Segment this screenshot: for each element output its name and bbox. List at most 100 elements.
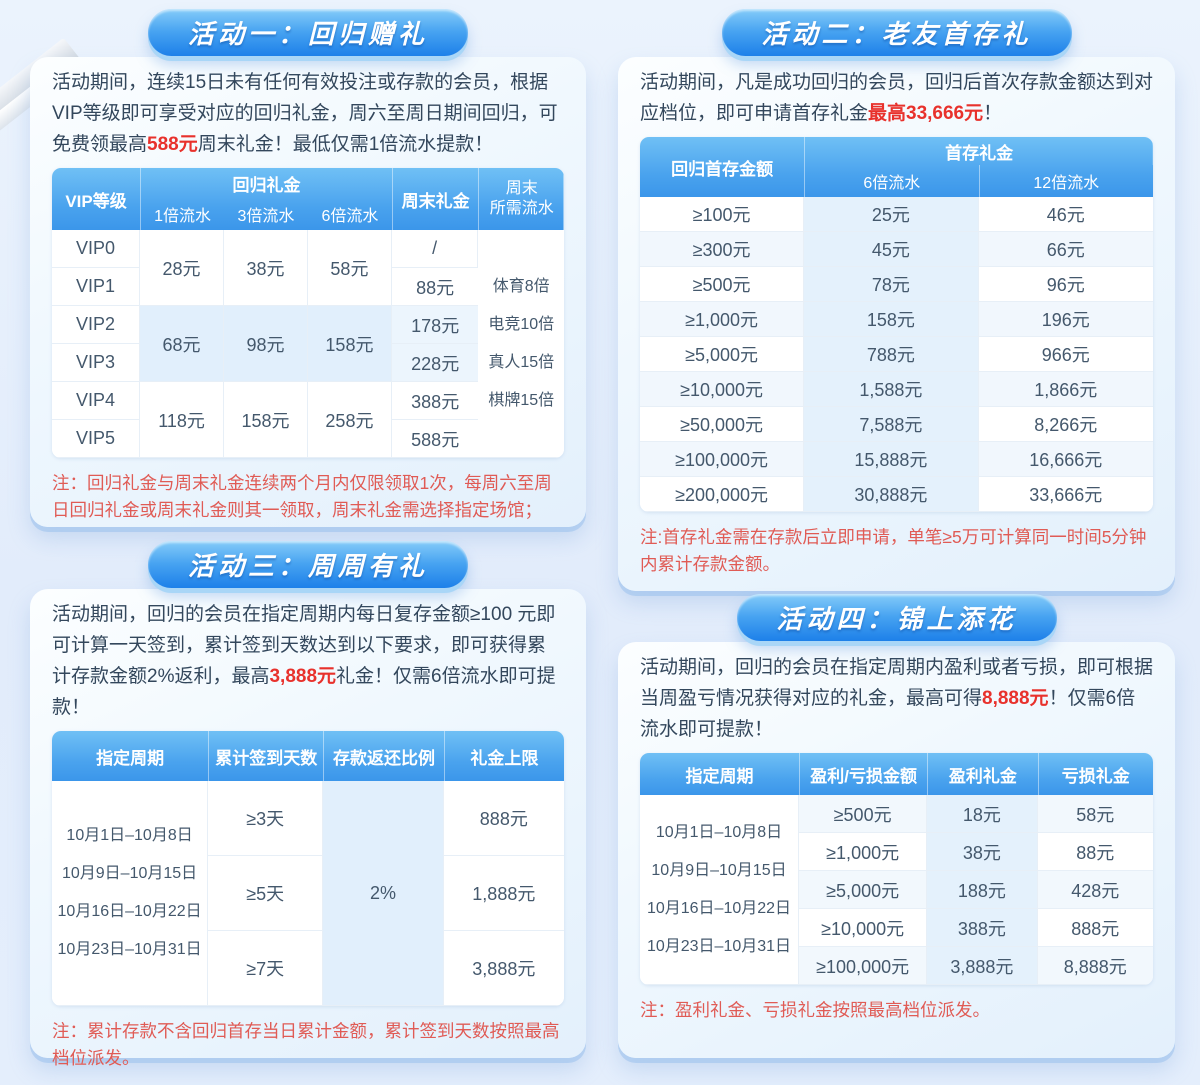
bonus-6x-cell: 158元 xyxy=(804,302,979,337)
bonus-6x-cell: 788元 xyxy=(804,337,979,372)
bonus-cell: 258元 xyxy=(307,382,392,458)
vip-level-cell: VIP1 xyxy=(52,268,141,306)
activity-1-card: 活动一：回归赠礼 活动期间，连续15日未有任何有效投注或存款的会员，根据VIP等… xyxy=(30,9,586,527)
amount-cell: ≥500元 xyxy=(640,267,805,302)
desc-highlight: 3,888元 xyxy=(269,666,337,687)
activity-1-description: 活动期间，连续15日未有任何有效投注或存款的会员，根据VIP等级即可享受对应的回… xyxy=(52,67,564,160)
col-header-3x-turnover: 3倍流水 xyxy=(237,208,295,225)
amount-cell: ≥10,000元 xyxy=(640,372,805,407)
table-row: ≥500元 78元 96元 xyxy=(640,267,1153,302)
col-header-deposit-amount: 回归首存金额 xyxy=(671,159,774,179)
desc-highlight: 588元 xyxy=(147,134,198,155)
table-row: ≥100元 25元 46元 xyxy=(640,197,1153,232)
activity-1-title: 活动一：回归赠礼 xyxy=(187,19,429,49)
win-bonus-cell: 188元 xyxy=(927,871,1038,909)
venue-line: 体育8倍 xyxy=(492,277,550,295)
vip-level-cell: VIP3 xyxy=(52,344,141,382)
table-row: ≥200,000元 30,888元 33,666元 xyxy=(640,477,1153,512)
bonus-6x-cell: 1,588元 xyxy=(804,372,979,407)
table-row: ≥100,000元 3,888元 8,888元 xyxy=(640,947,1153,985)
col-header-return-ratio: 存款返还比例 xyxy=(323,731,443,781)
bonus-cell: 158元 xyxy=(224,382,308,458)
amount-cell: ≥100,000元 xyxy=(799,947,928,985)
activity-1-title-banner: 活动一：回归赠礼 xyxy=(147,9,469,56)
vip-level-cell: VIP2 xyxy=(52,306,141,344)
desc-text: 活动期间，回归的会员在指定周期内每日复存金额≥100 元即可计算一天签到，累计签… xyxy=(52,604,556,687)
desc-highlight: 最高33,666元 xyxy=(868,103,984,124)
col-header-1x-turnover: 1倍流水 xyxy=(140,198,224,230)
activity-4-card: 活动四：锦上添花 活动期间，回归的会员在指定周期内盈利或者亏损，即可根据当周盈亏… xyxy=(618,594,1175,1058)
table-row: ≥5天 1,888元 xyxy=(52,856,564,931)
table-row: VIP4 118元 158元 258元 388元 xyxy=(52,382,564,458)
bonus-cell: 68元 xyxy=(140,306,225,382)
table-row: VIP5 588元 xyxy=(52,420,564,458)
win-bonus-cell: 388元 xyxy=(927,909,1038,947)
col-header-weekend-turnover: 周末 所需流水 xyxy=(478,168,564,230)
activity-2-card: 活动二：老友首存礼 活动期间，凡是成功回归的会员，回归后首次存款金额达到对应档位… xyxy=(618,9,1175,591)
col-header-bonus-cap: 礼金上限 xyxy=(443,731,564,781)
activity-2-title: 活动二：老友首存礼 xyxy=(761,19,1032,49)
bonus-12x-cell: 196元 xyxy=(978,302,1153,337)
bonus-12x-cell: 1,866元 xyxy=(978,372,1153,407)
table-row: ≥1,000元 158元 196元 xyxy=(640,302,1153,337)
bonus-12x-cell: 16,666元 xyxy=(978,442,1153,477)
desc-text: 活动期间，回归的会员在指定周期内盈利或者亏损，即可根据当周盈亏情况获得对应的礼金… xyxy=(640,657,1154,709)
bonus-cell: 38元 xyxy=(224,230,308,306)
col-header-vip-level: VIP等级 xyxy=(65,191,127,211)
col-header-win-bonus: 盈利礼金 xyxy=(927,753,1037,795)
amount-cell: ≥1,000元 xyxy=(799,833,928,871)
period-line: 10月9日–10月15日 xyxy=(651,861,787,879)
period-line: 10月1日–10月8日 xyxy=(655,823,783,841)
weekend-bonus-cell: 228元 xyxy=(391,344,479,382)
bonus-12x-cell: 66元 xyxy=(978,232,1153,267)
bonus-cap-cell: 888元 xyxy=(443,781,564,856)
amount-cell: ≥100元 xyxy=(640,197,805,232)
table-row: ≥300元 45元 66元 xyxy=(640,232,1153,267)
period-line: 10月23日–10月31日 xyxy=(646,937,792,955)
bonus-12x-cell: 8,266元 xyxy=(978,407,1153,442)
table-row: ≥7天 3,888元 xyxy=(52,931,564,1006)
desc-text: 活动期间，凡是成功回归的会员，回归后首次存款金额达到对应档位，即可申请首存礼金 xyxy=(640,72,1154,124)
return-ratio-cell: 2% xyxy=(323,781,444,1006)
activity-3-title: 活动三：周周有礼 xyxy=(187,551,429,581)
activity-3-note: 注：累计存款不含回归首存当日累计金额，累计签到天数按照最高档位派发。 xyxy=(52,1021,560,1068)
weekend-bonus-cell: 88元 xyxy=(391,268,479,306)
activity-4-title-banner: 活动四：锦上添花 xyxy=(736,594,1057,641)
vip-level-cell: VIP4 xyxy=(52,382,141,420)
weekend-bonus-cell: 178元 xyxy=(391,306,479,344)
table-row: ≥1,000元 38元 88元 xyxy=(640,833,1153,871)
table-row: ≥10,000元 1,588元 1,866元 xyxy=(640,372,1153,407)
venue-line: 电竞10倍 xyxy=(488,315,555,333)
table-row: ≥5,000元 188元 428元 xyxy=(640,871,1153,909)
desc-text: 周末礼金！最低仅需1倍流水提款！ xyxy=(197,134,494,155)
period-cell: 10月1日–10月8日 10月9日–10月15日 10月16日–10月22日 1… xyxy=(52,781,209,1006)
win-bonus-cell: 3,888元 xyxy=(927,947,1038,985)
period-line: 10月16日–10月22日 xyxy=(646,899,792,917)
amount-cell: ≥10,000元 xyxy=(799,909,928,947)
table-row: 10月1日–10月8日 10月9日–10月15日 10月16日–10月22日 1… xyxy=(640,795,1153,985)
activity-4-title: 活动四：锦上添花 xyxy=(776,604,1017,634)
bonus-6x-cell: 15,888元 xyxy=(804,442,979,477)
amount-cell: ≥1,000元 xyxy=(640,302,805,337)
loss-bonus-cell: 428元 xyxy=(1037,871,1153,909)
loss-bonus-cell: 888元 xyxy=(1037,909,1153,947)
weekly-signin-table: 指定周期 累计签到天数 存款返还比例 礼金上限 10月1日–10月8日 10月9… xyxy=(52,731,564,1006)
amount-cell: ≥300元 xyxy=(640,232,805,267)
vip-level-cell: VIP0 xyxy=(52,230,141,268)
table-row: ≥100,000元 15,888元 16,666元 xyxy=(640,442,1153,477)
win-bonus-cell: 38元 xyxy=(927,833,1038,871)
signin-days-cell: ≥7天 xyxy=(208,931,324,1006)
activity-3-description: 活动期间，回归的会员在指定周期内每日复存金额≥100 元即可计算一天签到，累计签… xyxy=(52,599,564,723)
amount-cell: ≥100,000元 xyxy=(640,442,805,477)
col-header-signin-days: 累计签到天数 xyxy=(208,731,323,781)
activity-3-card: 活动三：周周有礼 活动期间，回归的会员在指定周期内每日复存金额≥100 元即可计… xyxy=(30,541,586,1068)
col-header-12x-turnover: 12倍流水 xyxy=(978,165,1153,197)
table-row: ≥50,000元 7,588元 8,266元 xyxy=(640,407,1153,442)
amount-cell: ≥5,000元 xyxy=(799,871,928,909)
col-group-return-bonus: 回归礼金 xyxy=(140,168,392,198)
first-deposit-bonus-table: 回归首存金额 首存礼金 6倍流水 12倍流水 ≥100元 25元 46元 ≥300元… xyxy=(640,137,1153,512)
bonus-6x-cell: 30,888元 xyxy=(804,477,979,512)
loss-bonus-cell: 8,888元 xyxy=(1037,947,1153,985)
win-bonus-cell: 18元 xyxy=(927,795,1038,833)
col-header-loss-bonus: 亏损礼金 xyxy=(1037,753,1153,795)
